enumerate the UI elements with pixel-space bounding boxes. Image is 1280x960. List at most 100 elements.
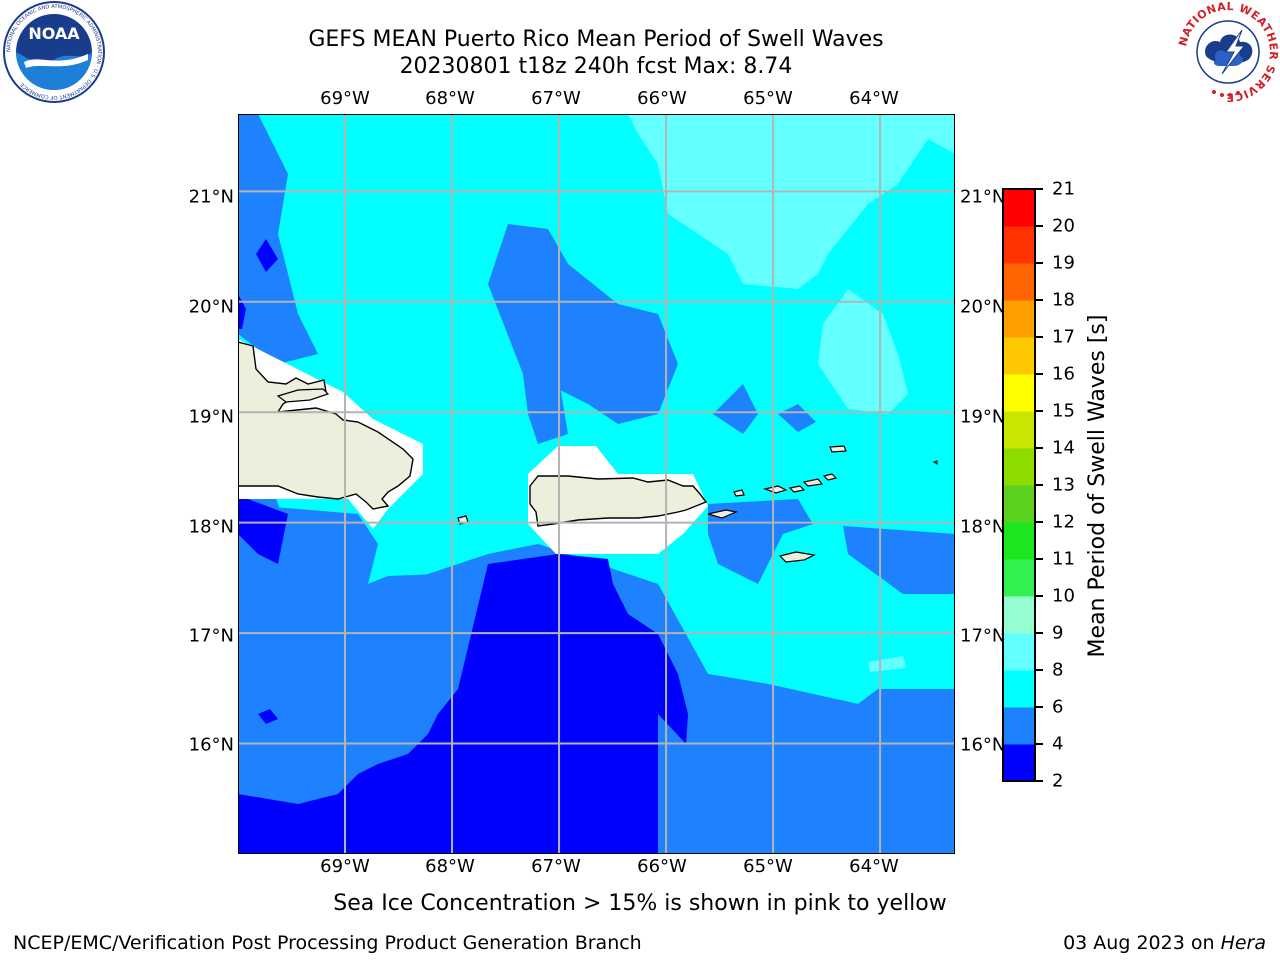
lat-tick-left-16n: 16°N [188, 734, 234, 756]
lat-tick-right-21n: 21°N [960, 186, 1006, 208]
colorbar-segment [1003, 411, 1035, 449]
colorbar-frame [1002, 188, 1036, 782]
colorbar-tick-label: 20 [1052, 215, 1075, 237]
colorbar-tick-label: 21 [1052, 178, 1075, 200]
colorbar-tick-mark [1036, 669, 1043, 671]
colorbar-segment [1003, 633, 1035, 671]
colorbar-segment [1003, 707, 1035, 745]
colorbar-tick-mark [1036, 595, 1043, 597]
lon-tick-bottom-66w: 66°W [637, 856, 687, 877]
lon-tick-top-65w: 65°W [743, 88, 793, 109]
swell-patch-ne-pr-2 [778, 404, 816, 432]
land-hispaniola [238, 341, 414, 510]
land-culebra [733, 489, 745, 497]
colorbar-tick-mark [1036, 373, 1043, 375]
colorbar [1002, 188, 1036, 782]
colorbar-tick-label: 9 [1052, 622, 1064, 644]
land-anegada [829, 445, 847, 453]
lon-tick-top-66w: 66°W [637, 88, 687, 109]
colorbar-tick-label: 15 [1052, 400, 1075, 422]
lat-tick-left-20n: 20°N [188, 296, 234, 318]
lat-tick-right-19n: 19°N [960, 406, 1006, 428]
colorbar-tick-label: 4 [1052, 733, 1064, 755]
colorbar-segment [1003, 448, 1035, 486]
colorbar-tick-label: 2 [1052, 770, 1064, 792]
colorbar-segment [1003, 263, 1035, 301]
lat-tick-left-18n: 18°N [188, 516, 234, 538]
colorbar-segment [1003, 522, 1035, 560]
swell-region-4-6s-north [488, 224, 678, 444]
footer-host: Hera [1220, 932, 1266, 954]
lat-tick-left-21n: 21°N [188, 186, 234, 208]
lon-tick-top-69w: 69°W [320, 88, 370, 109]
lat-tick-left-17n: 17°N [188, 625, 234, 647]
land-st-john [788, 485, 806, 493]
colorbar-label: Mean Period of Swell Waves [s] [1085, 314, 1110, 658]
lon-tick-bottom-68w: 68°W [425, 856, 475, 877]
lat-tick-right-20n: 20°N [960, 296, 1006, 318]
colorbar-tick-label: 12 [1052, 511, 1075, 533]
lon-tick-top-67w: 67°W [531, 88, 581, 109]
swell-patch-2-4s-sw [238, 499, 288, 564]
footer-date: 03 Aug 2023 on Hera [1063, 932, 1266, 954]
land-tortola [802, 478, 824, 487]
land-virgin-gorda [822, 473, 838, 481]
sea-ice-note: Sea Ice Concentration > 15% is shown in … [333, 891, 947, 916]
colorbar-tick-mark [1036, 780, 1043, 782]
swell-patch-2-4s-nw [256, 239, 278, 272]
colorbar-tick-mark [1036, 484, 1043, 486]
lon-tick-top-64w: 64°W [849, 88, 899, 109]
chart-subtitle: 20230801 t18z 240h fcst Max: 8.74 [399, 54, 793, 79]
swell-patch-east-pr [708, 499, 813, 584]
land-puerto-rico [529, 475, 708, 527]
lon-tick-bottom-64w: 64°W [849, 856, 899, 877]
colorbar-tick-label: 10 [1052, 585, 1075, 607]
colorbar-tick-label: 16 [1052, 363, 1075, 385]
colorbar-tick-mark [1036, 558, 1043, 560]
colorbar-segment [1003, 226, 1035, 264]
lon-tick-bottom-67w: 67°W [531, 856, 581, 877]
lat-tick-right-18n: 18°N [960, 516, 1006, 538]
lat-tick-right-16n: 16°N [960, 734, 1006, 756]
footer-date-text: 03 Aug 2023 on [1063, 932, 1221, 954]
land-st-croix [778, 551, 816, 563]
colorbar-tick-mark [1036, 225, 1043, 227]
lon-tick-top-68w: 68°W [425, 88, 475, 109]
colorbar-tick-mark [1036, 706, 1043, 708]
swell-patch-east [843, 526, 955, 594]
colorbar-tick-mark [1036, 336, 1043, 338]
swell-patch-8-9s-s [868, 656, 906, 672]
land-vieques [707, 509, 739, 519]
colorbar-tick-mark [1036, 447, 1043, 449]
colorbar-segment [1003, 485, 1035, 523]
colorbar-tick-label: 19 [1052, 252, 1075, 274]
colorbar-tick-label: 8 [1052, 659, 1064, 681]
colorbar-segment [1003, 559, 1035, 597]
colorbar-tick-label: 17 [1052, 326, 1075, 348]
lon-tick-bottom-69w: 69°W [320, 856, 370, 877]
noaa-logo: NATIONAL OCEANIC AND ATMOSPHERIC ADMINIS… [3, 1, 105, 103]
colorbar-tick-label: 11 [1052, 548, 1075, 570]
colorbar-tick-mark [1036, 299, 1043, 301]
noaa-text: NOAA [28, 24, 80, 43]
lat-tick-left-19n: 19°N [188, 406, 234, 428]
colorbar-segment [1003, 670, 1035, 708]
lon-tick-bottom-65w: 65°W [743, 856, 793, 877]
colorbar-tick-label: 13 [1052, 474, 1075, 496]
colorbar-segment [1003, 189, 1035, 227]
colorbar-tick-label: 6 [1052, 696, 1064, 718]
colorbar-segment [1003, 337, 1035, 375]
colorbar-segment [1003, 300, 1035, 338]
lat-tick-right-17n: 17°N [960, 625, 1006, 647]
colorbar-segment [1003, 596, 1035, 634]
land-sombrero [932, 460, 938, 465]
map-panel [238, 114, 955, 854]
colorbar-tick-mark [1036, 188, 1043, 190]
colorbar-tick-mark [1036, 743, 1043, 745]
colorbar-tick-label: 14 [1052, 437, 1075, 459]
colorbar-tick-mark [1036, 632, 1043, 634]
swell-patch-ne-pr [713, 384, 758, 434]
swell-region-8-9s-ne [628, 114, 955, 289]
gridlines [238, 114, 955, 854]
nws-logo: NATIONAL WEATHER SERVICE [1176, 0, 1279, 104]
